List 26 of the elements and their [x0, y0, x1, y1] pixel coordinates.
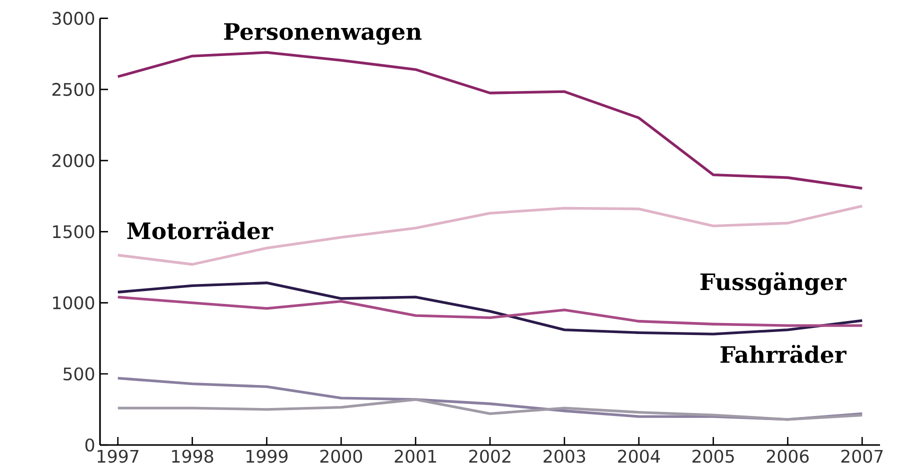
- line-series: [116, 296, 864, 327]
- line-series: [116, 204, 864, 266]
- x-tick-label: 2006: [766, 450, 809, 463]
- series-label: Personenwagen: [224, 23, 422, 45]
- x-tick-label: 2003: [544, 450, 586, 463]
- x-tick-label: 1999: [246, 450, 288, 463]
- series-label: Fahrräder: [720, 344, 847, 364]
- x-tick-label: 2002: [469, 450, 510, 463]
- y-tick-label: 500: [64, 367, 94, 380]
- x-tick-label: 1998: [172, 450, 214, 463]
- line-series: [116, 398, 864, 421]
- x-tick-label: 2000: [320, 450, 362, 463]
- x-tick-label: 2005: [692, 450, 734, 463]
- x-tick-label: 1997: [98, 450, 138, 463]
- x-tick-label: 2007: [841, 450, 883, 463]
- series-label: Fussgänger: [700, 272, 846, 296]
- x-tick-label: 2001: [394, 450, 436, 463]
- series-label: Motorräder: [127, 221, 274, 240]
- y-tick-label: 0: [85, 438, 94, 452]
- y-tick-label: 3000: [52, 12, 94, 25]
- line-series: [116, 51, 864, 190]
- y-tick-label: 1500: [53, 225, 94, 238]
- x-tick-label: 2004: [618, 450, 660, 463]
- y-tick-label: 1000: [53, 296, 94, 310]
- y-tick-label: 2500: [52, 82, 94, 96]
- y-tick-label: 2000: [52, 154, 94, 168]
